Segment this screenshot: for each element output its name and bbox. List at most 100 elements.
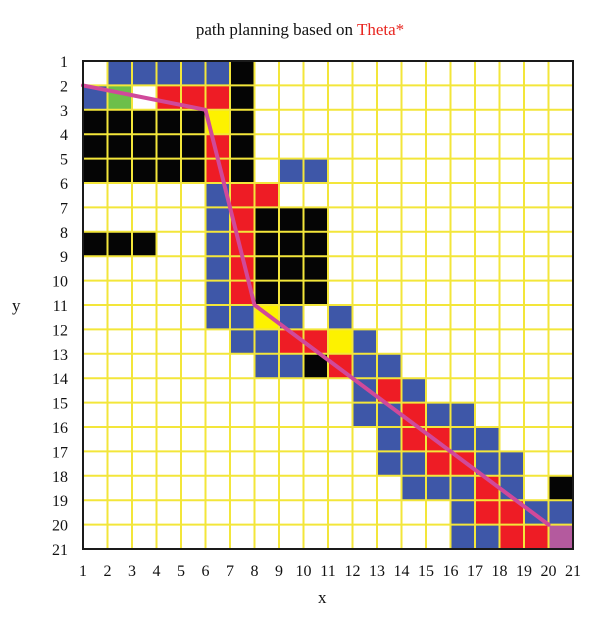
open-cell <box>377 353 402 379</box>
open-cell <box>450 402 475 427</box>
grid-frame <box>82 60 574 550</box>
x-tick-label: 21 <box>565 563 581 580</box>
open-cell <box>475 427 500 452</box>
obstacle-cell <box>156 158 181 183</box>
x-tick-label: 3 <box>128 563 136 580</box>
open-cell <box>352 402 377 427</box>
closed-cell <box>254 183 279 208</box>
y-tick-label: 1 <box>60 54 68 71</box>
x-tick-label: 8 <box>251 563 259 580</box>
x-tick-label: 16 <box>443 563 459 580</box>
y-tick-label: 3 <box>60 103 68 120</box>
x-tick-label: 10 <box>296 563 312 580</box>
obstacle-cell <box>279 207 304 232</box>
open-cell <box>475 524 500 549</box>
title-text: path planning based on <box>195 20 357 39</box>
open-cell <box>450 475 475 501</box>
x-tick-label: 9 <box>275 563 283 580</box>
title-highlight: Theta* <box>356 20 405 39</box>
open-cell <box>328 305 353 330</box>
open-cell <box>205 231 230 257</box>
obstacle-cell <box>107 158 132 183</box>
x-tick-label: 1 <box>79 563 87 580</box>
open-cell <box>426 402 451 427</box>
obstacle-cell <box>230 61 255 86</box>
obstacle-cell <box>132 109 157 135</box>
open-cell <box>230 305 255 330</box>
open-cell <box>377 451 402 476</box>
obstacle-cell <box>254 280 279 305</box>
y-tick-label: 17 <box>52 444 68 461</box>
y-tick-label: 19 <box>52 493 68 510</box>
obstacle-cell <box>107 134 132 159</box>
open-cell <box>205 305 230 330</box>
planned-path-line <box>81 83 551 527</box>
open-cell <box>401 475 426 501</box>
obstacle-cell <box>303 231 328 257</box>
obstacle-cell <box>279 256 304 281</box>
open-cell <box>450 500 475 525</box>
obstacle-cell <box>303 280 328 305</box>
x-tick-label: 15 <box>418 563 434 580</box>
open-cell <box>107 61 132 86</box>
y-tick-label: 14 <box>52 371 68 388</box>
x-axis-label: x <box>318 588 327 607</box>
obstacle-cell <box>107 231 132 257</box>
obstacle-cell <box>83 231 108 257</box>
y-tick-label: 20 <box>52 518 68 535</box>
obstacle-cell <box>254 207 279 232</box>
obstacle-cell <box>548 475 573 501</box>
obstacle-cell <box>156 134 181 159</box>
x-tick-label: 18 <box>492 563 508 580</box>
x-tick-labels: 1 2 3 4 5 6 7 8 9 10 11 12 13 14 15 16 17 18 19 20 21 <box>79 563 581 580</box>
y-tick-label: 9 <box>60 249 68 266</box>
open-cell <box>303 158 328 183</box>
obstacle-cell <box>254 231 279 257</box>
obstacle-cell <box>230 109 255 135</box>
open-cell <box>254 353 279 379</box>
open-cell <box>279 353 304 379</box>
obstacle-cell <box>156 109 181 135</box>
y-tick-label: 15 <box>52 396 68 413</box>
open-cell <box>450 427 475 452</box>
x-tick-label: 6 <box>202 563 210 580</box>
grid-lines <box>83 61 573 549</box>
open-cell <box>156 61 181 86</box>
y-tick-label: 7 <box>60 200 68 217</box>
obstacle-cell <box>83 109 108 135</box>
open-cell <box>205 61 230 86</box>
open-cell <box>205 207 230 232</box>
y-tick-label: 10 <box>52 274 68 291</box>
y-tick-label: 6 <box>60 176 68 193</box>
x-tick-label: 12 <box>345 563 361 580</box>
obstacle-cell <box>254 256 279 281</box>
open-cell <box>352 353 377 379</box>
y-tick-label: 13 <box>52 347 68 364</box>
x-tick-label: 11 <box>320 563 335 580</box>
obstacle-cell <box>303 256 328 281</box>
obstacle-cell <box>303 207 328 232</box>
obstacle-cell <box>132 231 157 257</box>
open-cell <box>426 475 451 501</box>
x-tick-label: 19 <box>516 563 532 580</box>
x-tick-label: 2 <box>104 563 112 580</box>
y-axis-label: y <box>12 296 21 315</box>
open-cell <box>499 451 524 476</box>
obstacle-cell <box>279 280 304 305</box>
obstacle-cell <box>132 134 157 159</box>
y-tick-label: 4 <box>60 127 68 144</box>
open-cell <box>548 500 573 525</box>
open-cell <box>352 329 377 354</box>
y-tick-label: 12 <box>52 322 68 339</box>
closed-cell <box>205 85 230 110</box>
open-cell <box>279 158 304 183</box>
x-tick-label: 14 <box>394 563 410 580</box>
open-cell <box>230 329 255 354</box>
closed-cell <box>230 183 255 208</box>
x-tick-label: 4 <box>153 563 161 580</box>
grid-border <box>82 60 574 550</box>
obstacle-cell <box>230 134 255 159</box>
obstacle-cell <box>181 134 206 159</box>
